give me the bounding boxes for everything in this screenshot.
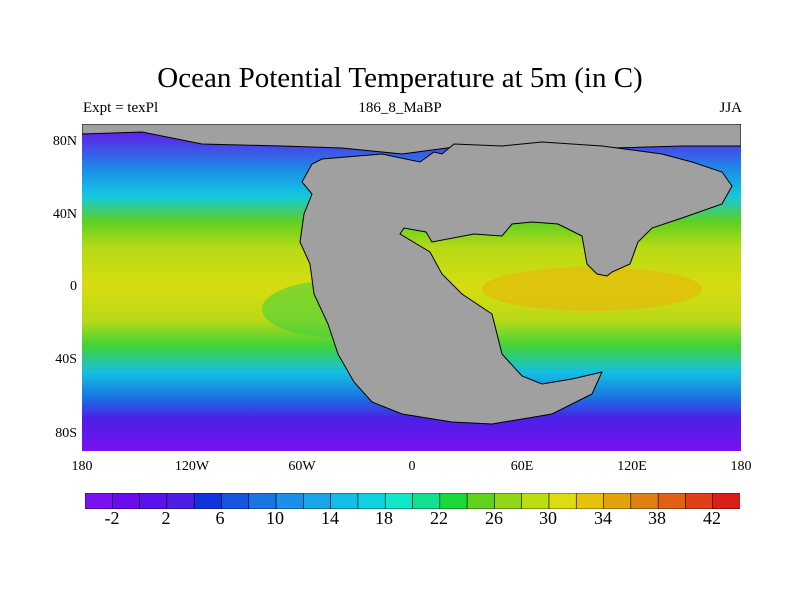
colorbar-swatch	[303, 493, 332, 509]
colorbar-swatch	[275, 493, 304, 509]
colorbar-swatch	[85, 493, 113, 509]
plot-title: Ocean Potential Temperature at 5m (in C)	[157, 62, 643, 94]
colorbar-swatch	[439, 493, 468, 509]
colorbar-label: 34	[594, 508, 612, 528]
colorbar-label: 26	[485, 508, 503, 528]
colorbar-swatch	[630, 493, 659, 509]
colorbar-swatch	[330, 493, 359, 509]
colorbar-swatch	[221, 493, 250, 509]
lat-tick: 0	[70, 279, 77, 294]
colorbar-swatch	[712, 493, 740, 509]
colorbar-label: 22	[430, 508, 448, 528]
colorbar-swatch	[412, 493, 441, 509]
pangaea-land	[299, 141, 733, 425]
colorbar-swatch	[111, 493, 141, 509]
colorbar-swatch	[521, 493, 550, 509]
colorbar-swatch	[657, 493, 686, 509]
colorbar-label: -2	[104, 508, 120, 528]
colorbar-label: 2	[161, 508, 171, 528]
lon-tick: 120W	[174, 459, 210, 474]
lon-tick: 0	[408, 459, 416, 474]
lon-tick: 180	[71, 459, 93, 474]
colorbar	[85, 493, 740, 509]
colorbar-label: 38	[648, 508, 666, 528]
warm-pool	[482, 267, 702, 311]
lat-tick: 40N	[52, 207, 77, 222]
temperature-map	[82, 124, 741, 451]
colorbar-swatch	[166, 493, 195, 509]
colorbar-label: 6	[215, 508, 225, 528]
colorbar-swatch	[575, 493, 605, 509]
time-label: 186_8_MaBP	[358, 100, 442, 116]
colorbar-swatch	[494, 493, 523, 509]
season-label: JJA	[719, 100, 742, 116]
colorbar-label: 42	[703, 508, 721, 528]
colorbar-label: 18	[375, 508, 393, 528]
colorbar-swatch	[193, 493, 222, 509]
colorbar-swatch	[685, 493, 714, 509]
lon-tick: 60E	[510, 459, 534, 474]
colorbar-label: 30	[539, 508, 557, 528]
colorbar-swatch	[139, 493, 168, 509]
lat-tick: 80N	[52, 134, 77, 149]
lat-tick: 80S	[55, 426, 77, 441]
lon-tick: 120E	[617, 459, 647, 474]
colorbar-swatch	[248, 493, 277, 509]
colorbar-swatch	[357, 493, 386, 509]
colorbar-swatch	[548, 493, 577, 509]
colorbar-swatch	[603, 493, 632, 509]
lon-tick: 60W	[288, 459, 316, 474]
lon-tick: 180	[730, 459, 752, 474]
lat-tick: 40S	[55, 352, 77, 367]
colorbar-label: 14	[321, 508, 339, 528]
colorbar-swatch	[384, 493, 413, 509]
experiment-label: Expt = texPl	[83, 100, 159, 116]
colorbar-swatch	[466, 493, 495, 509]
colorbar-label: 10	[266, 508, 284, 528]
